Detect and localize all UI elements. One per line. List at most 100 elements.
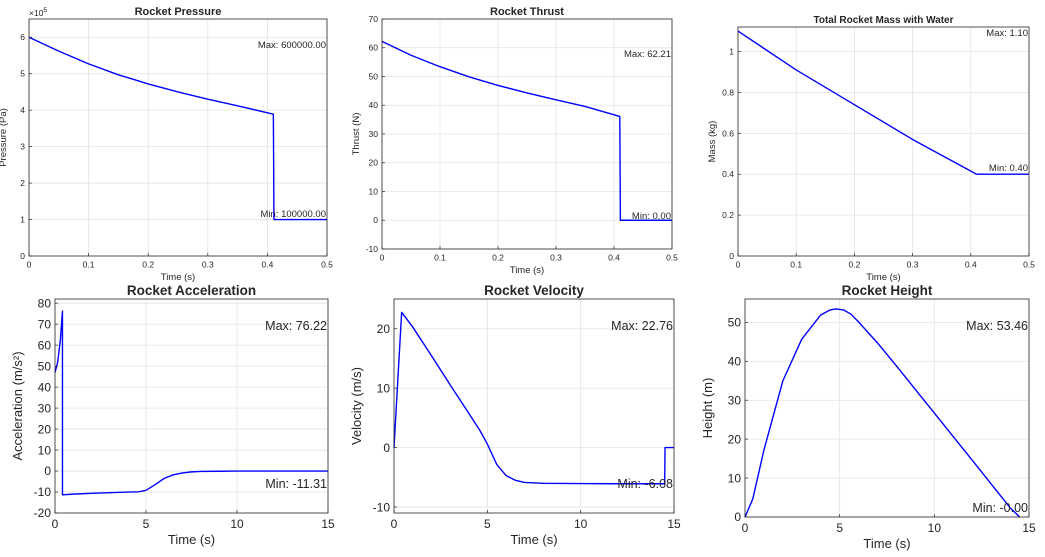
series-line	[393, 311, 674, 485]
y-tick-label: 20	[728, 432, 742, 446]
plot-area	[29, 19, 327, 256]
y-axis-label: Mass (kg)	[707, 121, 718, 163]
chart-panel-4: 0 5 10 15 -20 -10 0 10 20 30 40 50 60 70 80 Rocket Acce…	[10, 283, 335, 547]
y-tick-label: 20	[377, 322, 391, 336]
x-axis-label: Time (s)	[866, 272, 900, 283]
y-tick-label: 10	[38, 443, 52, 457]
series-line	[744, 308, 1021, 518]
min-annotation: Min: 0.40	[989, 163, 1028, 174]
x-tick-label: 0.5	[1023, 260, 1035, 270]
axes-box	[28, 18, 328, 257]
x-tick-label: 0	[52, 517, 59, 531]
y-tick-label: 30	[38, 401, 52, 415]
x-axis-label: Time (s)	[168, 532, 215, 547]
chart-title: Rocket Velocity	[484, 283, 584, 298]
chart-title: Rocket Height	[842, 283, 933, 298]
y-tick-label: 40	[728, 354, 742, 368]
y-tick-label: 0	[383, 441, 390, 455]
x-tick-label: 0.2	[142, 260, 154, 270]
y-tick-label: 0.6	[722, 128, 734, 138]
chart-panel-1: 0 0.1 0.2 0.3 0.4 0.5 0 1 2 3 4 5 6 ×105 Rocket Pressu…	[0, 6, 333, 283]
x-tick-label: 10	[574, 517, 588, 531]
y-tick-label: 50	[728, 316, 742, 330]
series-line	[737, 30, 1029, 175]
max-annotation: Max: 1.10	[986, 28, 1028, 39]
x-tick-label: 0.4	[965, 260, 977, 270]
y-tick-label: 2	[20, 178, 25, 188]
y-tick-label: 70	[38, 317, 52, 331]
y-tick-label: 0.2	[722, 210, 734, 220]
x-tick-label: 5	[484, 517, 491, 531]
y-tick-label: 10	[728, 471, 742, 485]
y-tick-label: 10	[369, 186, 379, 196]
plot-area	[745, 299, 1029, 517]
series-line	[54, 310, 328, 496]
series-line	[28, 36, 327, 221]
axis-exponent: ×105	[29, 7, 47, 18]
y-tick-label: 40	[38, 380, 52, 394]
min-annotation: Min: -6.08	[617, 477, 673, 491]
x-tick-label: 0.1	[83, 260, 95, 270]
chart-title: Total Rocket Mass with Water	[813, 15, 953, 26]
x-tick-label: 0	[391, 517, 398, 531]
chart-title: Rocket Thrust	[490, 6, 564, 18]
x-tick-label: 0	[380, 253, 385, 263]
y-tick-label: 3	[20, 142, 25, 152]
x-axis-label: Time (s)	[510, 532, 557, 547]
chart-panel-2: 0 0.1 0.2 0.3 0.4 0.5-10010203040506070Rocket…	[351, 6, 678, 276]
y-tick-label: 20	[38, 422, 52, 436]
x-tick-label: 0	[742, 521, 749, 535]
y-tick-label: 10	[377, 381, 391, 395]
chart-title: Rocket Pressure	[135, 6, 222, 18]
y-tick-label: 0	[20, 251, 25, 261]
y-tick-label: 4	[20, 105, 25, 115]
axes-box	[393, 298, 675, 514]
x-tick-label: 15	[667, 517, 681, 531]
x-axis-label: Time (s)	[510, 265, 544, 276]
chart-panel-6: 0 5 10 15 0 10 20 30 40 50 Rocket Height Time (s) He…	[700, 283, 1036, 551]
y-tick-label: 50	[369, 71, 379, 81]
y-axis-label: Pressure (Pa)	[0, 108, 9, 167]
x-tick-label: 0.3	[550, 253, 562, 263]
x-axis-label: Time (s)	[161, 272, 195, 283]
max-annotation: Max: 600000.00	[258, 40, 326, 51]
x-tick-label: 10	[928, 521, 942, 535]
min-annotation: Min: -11.31	[265, 477, 327, 491]
axis-exponent-power: 5	[43, 7, 47, 14]
x-tick-label: 0.5	[666, 253, 678, 263]
y-axis-label: Thrust (N)	[351, 113, 362, 156]
chart-panel-3: 0 0.1 0.2 0.3 0.4 0.5 0 0.2 0.4 0.6 0.8 1 Total Rock…	[707, 15, 1035, 283]
y-tick-label: 0	[44, 464, 51, 478]
x-axis-label: Time (s)	[863, 536, 910, 551]
y-axis-label: Height (m)	[700, 378, 715, 439]
plot-area	[738, 27, 1029, 256]
axes-box	[54, 298, 329, 514]
y-tick-label: 0.4	[722, 169, 734, 179]
plot-area	[55, 299, 328, 513]
x-tick-label: 0.3	[907, 260, 919, 270]
y-tick-label: 0.8	[722, 87, 734, 97]
y-tick-label: 0	[734, 510, 741, 524]
max-annotation: Max: 62.21	[624, 49, 671, 60]
max-annotation: Max: 53.46	[966, 319, 1028, 333]
x-tick-label: 0.2	[848, 260, 860, 270]
x-tick-label: 15	[321, 517, 335, 531]
y-tick-label: -20	[34, 506, 52, 520]
y-tick-label: -10	[366, 244, 379, 254]
min-annotation: Min: -0.00	[972, 501, 1028, 515]
max-annotation: Max: 22.76	[611, 319, 673, 333]
x-tick-label: 15	[1022, 521, 1036, 535]
y-tick-label: 60	[38, 338, 52, 352]
axes-box	[744, 298, 1030, 518]
y-tick-label: 6	[20, 32, 25, 42]
y-tick-label: -10	[34, 485, 52, 499]
y-tick-label: 40	[369, 100, 379, 110]
y-tick-label: 0	[373, 215, 378, 225]
y-tick-label: 80	[38, 296, 52, 310]
axes-box	[737, 26, 1030, 257]
x-tick-label: 0.3	[202, 260, 214, 270]
x-tick-label: 0.4	[261, 260, 273, 270]
x-tick-label: 0.1	[790, 260, 802, 270]
